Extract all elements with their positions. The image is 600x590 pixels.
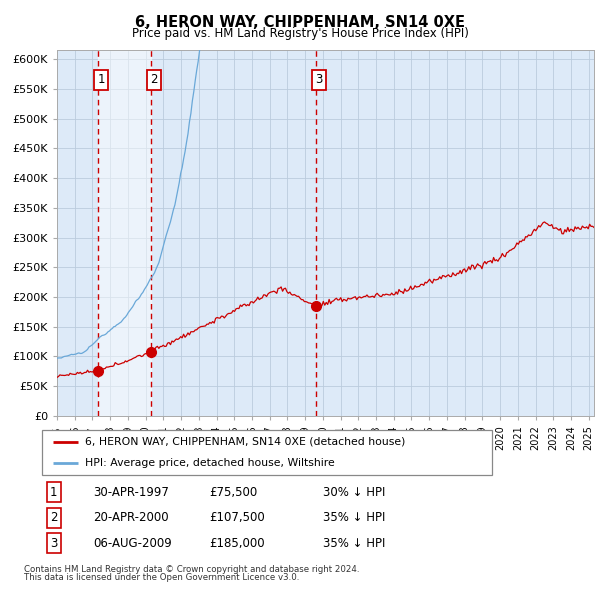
- Text: 2: 2: [151, 73, 158, 86]
- Text: 6, HERON WAY, CHIPPENHAM, SN14 0XE (detached house): 6, HERON WAY, CHIPPENHAM, SN14 0XE (deta…: [85, 437, 405, 447]
- Text: 35% ↓ HPI: 35% ↓ HPI: [323, 511, 385, 525]
- Text: 1: 1: [98, 73, 105, 86]
- Text: Contains HM Land Registry data © Crown copyright and database right 2024.: Contains HM Land Registry data © Crown c…: [24, 565, 359, 573]
- Text: £107,500: £107,500: [209, 511, 265, 525]
- Text: 3: 3: [315, 73, 322, 86]
- Text: 20-APR-2000: 20-APR-2000: [94, 511, 169, 525]
- Text: £75,500: £75,500: [209, 486, 257, 499]
- FancyBboxPatch shape: [42, 430, 492, 475]
- Text: 3: 3: [50, 537, 58, 550]
- Text: 1: 1: [50, 486, 58, 499]
- Text: 30% ↓ HPI: 30% ↓ HPI: [323, 486, 385, 499]
- Bar: [98, 50, 151, 416]
- Text: 30-APR-1997: 30-APR-1997: [94, 486, 169, 499]
- Text: 35% ↓ HPI: 35% ↓ HPI: [323, 537, 385, 550]
- Text: HPI: Average price, detached house, Wiltshire: HPI: Average price, detached house, Wilt…: [85, 458, 335, 468]
- Text: Price paid vs. HM Land Registry's House Price Index (HPI): Price paid vs. HM Land Registry's House …: [131, 27, 469, 40]
- Text: £185,000: £185,000: [209, 537, 265, 550]
- Text: 2: 2: [50, 511, 58, 525]
- Text: This data is licensed under the Open Government Licence v3.0.: This data is licensed under the Open Gov…: [24, 573, 299, 582]
- Text: 06-AUG-2009: 06-AUG-2009: [94, 537, 172, 550]
- Text: 6, HERON WAY, CHIPPENHAM, SN14 0XE: 6, HERON WAY, CHIPPENHAM, SN14 0XE: [135, 15, 465, 30]
